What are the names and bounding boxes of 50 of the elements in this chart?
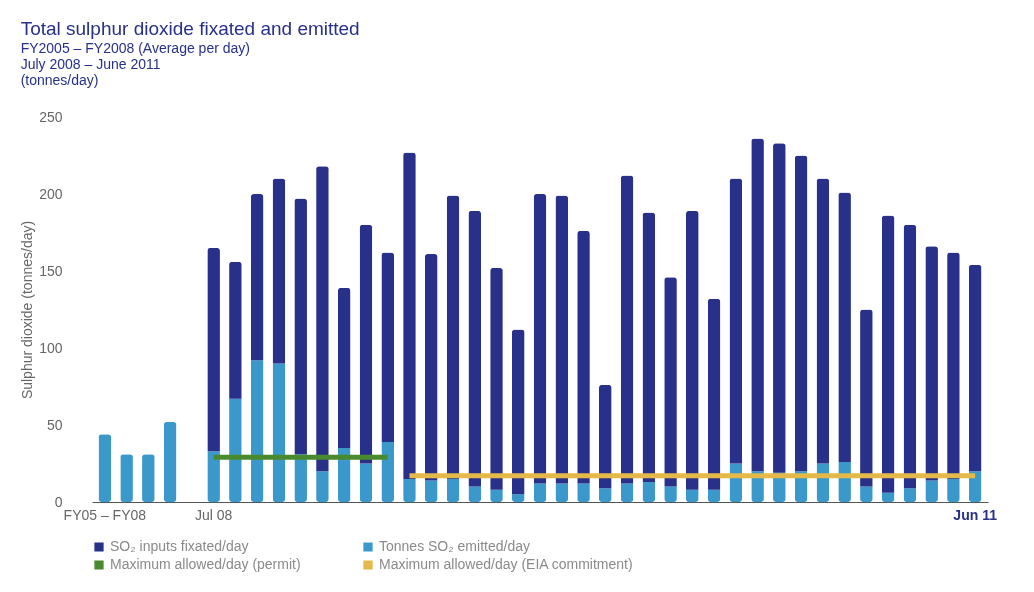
bar <box>533 194 547 484</box>
legend-label: Maximum allowed/day (permit) <box>110 556 301 572</box>
y-axis-title: Sulphur dioxide (tonnes/day) <box>19 220 36 400</box>
x-tick-label: FY05 – FY08 <box>63 506 147 523</box>
bar <box>598 384 612 489</box>
bar <box>272 178 286 364</box>
bar <box>250 194 264 361</box>
bar <box>903 224 917 489</box>
bar <box>359 224 373 464</box>
bar <box>642 212 656 482</box>
chart-title: Total sulphur dioxide fixated and emitted <box>20 18 360 39</box>
bar <box>686 210 699 490</box>
bar <box>446 195 460 479</box>
bar <box>163 421 177 502</box>
y-tick-label: 50 <box>46 416 63 433</box>
bar <box>381 252 394 442</box>
bar <box>337 287 351 449</box>
bar <box>250 360 264 502</box>
bar <box>511 494 525 502</box>
bar <box>424 480 438 502</box>
y-tick-label: 100 <box>39 339 63 356</box>
y-tick-label: 200 <box>39 185 63 202</box>
bar <box>381 441 394 502</box>
bar <box>598 488 612 502</box>
bar <box>359 463 373 502</box>
bar <box>642 481 656 502</box>
bar <box>903 488 917 502</box>
bar <box>881 215 895 493</box>
bar <box>272 363 286 502</box>
y-tick-label: 250 <box>39 108 63 125</box>
chart-subtitle: FY2005 – FY2008 (Average per day) July 2008 – June 2011 (tonnes/day) <box>20 40 250 88</box>
bar <box>620 175 634 484</box>
legend-label: Tonnes SO₂ emitted/day <box>379 538 530 554</box>
legend-label: Maximum allowed/day (EIA commitment) <box>379 556 633 572</box>
bar <box>468 210 482 487</box>
y-tick-label: 0 <box>54 493 63 510</box>
x-tick-label: Jul 08 <box>194 506 233 523</box>
bar <box>816 178 830 464</box>
bar <box>968 264 982 472</box>
bar <box>555 195 569 484</box>
bar <box>511 329 525 495</box>
bar <box>729 178 743 464</box>
bar <box>794 155 808 472</box>
x-tick-label: Jun 11 <box>953 506 998 523</box>
bar <box>707 298 721 490</box>
bar <box>98 434 112 502</box>
legend-label: SO₂ inputs fixated/day <box>110 538 249 554</box>
y-tick-label: 150 <box>39 262 63 279</box>
bar <box>446 478 460 502</box>
bar <box>424 254 438 481</box>
